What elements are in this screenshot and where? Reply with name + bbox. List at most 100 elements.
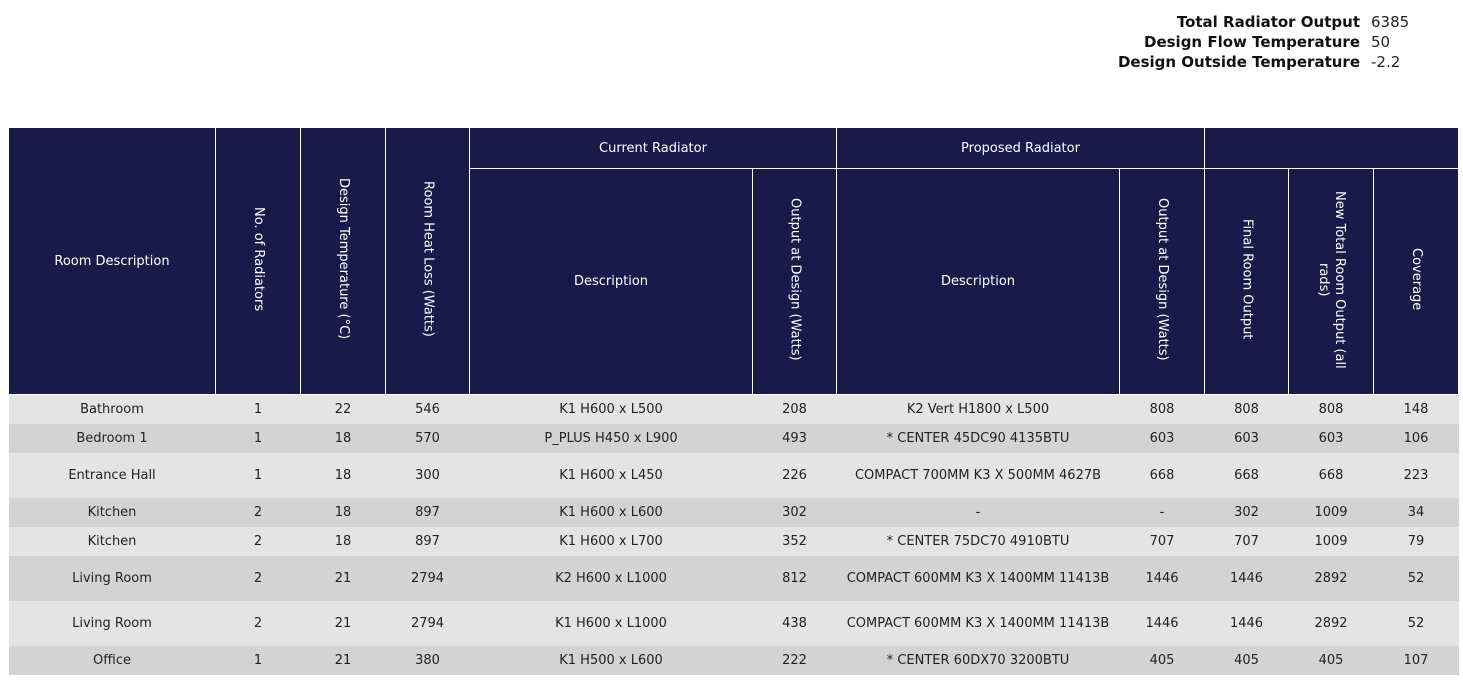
cell-current-description: K1 H600 x L450 bbox=[469, 453, 753, 498]
cell-num-radiators: 1 bbox=[215, 453, 301, 498]
cell-heat-loss: 897 bbox=[385, 498, 470, 527]
table-row: Bathroom 1 22 546 K1 H600 x L500 208 K2 … bbox=[8, 394, 1459, 424]
cell-proposed-output: - bbox=[1119, 498, 1205, 527]
cell-design-temp: 22 bbox=[300, 394, 386, 424]
cell-coverage: 52 bbox=[1373, 601, 1459, 646]
cell-room: Living Room bbox=[8, 601, 216, 646]
cell-new-total-output: 603 bbox=[1288, 424, 1374, 453]
cell-current-description: K1 H600 x L600 bbox=[469, 498, 753, 527]
cell-current-description: K1 H600 x L1000 bbox=[469, 601, 753, 646]
header-final-room-output: Final Room Output bbox=[1204, 168, 1289, 395]
total-output-label: Total Radiator Output bbox=[1176, 13, 1360, 31]
cell-proposed-description: - bbox=[836, 498, 1120, 527]
table-header-row: Description Output at Design (Watts) Des… bbox=[9, 168, 1460, 395]
cell-design-temp: 18 bbox=[300, 424, 386, 453]
summary-total-output: Total Radiator Output 6385 bbox=[983, 12, 1463, 32]
cell-coverage: 52 bbox=[1373, 556, 1459, 601]
cell-proposed-description: * CENTER 75DC70 4910BTU bbox=[836, 527, 1120, 556]
table-row: Living Room 2 21 2794 K1 H600 x L1000 43… bbox=[8, 601, 1459, 646]
cell-room: Living Room bbox=[8, 556, 216, 601]
cell-current-output: 352 bbox=[752, 527, 837, 556]
radiator-summary: Total Radiator Output 6385 Design Flow T… bbox=[983, 12, 1463, 72]
header-coverage: Coverage bbox=[1372, 168, 1460, 395]
cell-current-output: 208 bbox=[752, 394, 837, 424]
cell-current-description: K1 H600 x L700 bbox=[469, 527, 753, 556]
header-proposed-radiator: Proposed Radiator bbox=[836, 127, 1205, 169]
cell-room: Bedroom 1 bbox=[8, 424, 216, 453]
cell-proposed-output: 405 bbox=[1119, 646, 1205, 675]
header-room-heat-loss: Room Heat Loss (Watts) bbox=[385, 127, 470, 395]
outside-temp-value: -2.2 bbox=[1371, 53, 1401, 71]
cell-proposed-description: K2 Vert H1800 x L500 bbox=[836, 394, 1120, 424]
cell-final-output: 302 bbox=[1204, 498, 1289, 527]
table-row: Kitchen 2 18 897 K1 H600 x L700 352 * CE… bbox=[8, 527, 1459, 556]
cell-proposed-description: COMPACT 600MM K3 X 1400MM 11413B bbox=[836, 556, 1120, 601]
radiator-table: Room Description No. of Radiators Design… bbox=[8, 127, 1460, 675]
cell-num-radiators: 2 bbox=[215, 498, 301, 527]
cell-coverage: 79 bbox=[1373, 527, 1459, 556]
cell-current-output: 222 bbox=[752, 646, 837, 675]
cell-design-temp: 18 bbox=[300, 527, 386, 556]
cell-current-description: K1 H600 x L500 bbox=[469, 394, 753, 424]
cell-final-output: 603 bbox=[1204, 424, 1289, 453]
header-blank-group bbox=[1203, 127, 1460, 169]
cell-proposed-description: COMPACT 700MM K3 X 500MM 4627B bbox=[836, 453, 1120, 498]
total-output-value: 6385 bbox=[1371, 13, 1410, 31]
cell-new-total-output: 1009 bbox=[1288, 527, 1374, 556]
summary-flow-temp: Design Flow Temperature 50 bbox=[983, 32, 1463, 52]
cell-heat-loss: 897 bbox=[385, 527, 470, 556]
table-row: Entrance Hall 1 18 300 K1 H600 x L450 22… bbox=[8, 453, 1459, 498]
cell-heat-loss: 2794 bbox=[385, 556, 470, 601]
cell-current-description: K1 H500 x L600 bbox=[469, 646, 753, 675]
header-current-description: Description bbox=[469, 168, 753, 395]
header-new-total-room-output: New Total Room Output (all rads) bbox=[1288, 168, 1374, 395]
cell-room: Bathroom bbox=[8, 394, 216, 424]
cell-current-output: 302 bbox=[752, 498, 837, 527]
header-proposed-description: Description bbox=[836, 168, 1120, 395]
cell-new-total-output: 808 bbox=[1288, 394, 1374, 424]
cell-current-output: 493 bbox=[752, 424, 837, 453]
cell-proposed-description: * CENTER 60DX70 3200BTU bbox=[836, 646, 1120, 675]
outside-temp-label: Design Outside Temperature bbox=[1117, 53, 1360, 71]
cell-design-temp: 18 bbox=[300, 498, 386, 527]
cell-final-output: 1446 bbox=[1204, 601, 1289, 646]
summary-outside-temp: Design Outside Temperature -2.2 bbox=[983, 52, 1463, 72]
cell-room: Entrance Hall bbox=[8, 453, 216, 498]
header-proposed-output: Output at Design (Watts) bbox=[1119, 168, 1205, 395]
cell-num-radiators: 1 bbox=[215, 394, 301, 424]
cell-heat-loss: 2794 bbox=[385, 601, 470, 646]
table-row: Living Room 2 21 2794 K2 H600 x L1000 81… bbox=[8, 556, 1459, 601]
cell-new-total-output: 2892 bbox=[1288, 556, 1374, 601]
cell-design-temp: 21 bbox=[300, 601, 386, 646]
flow-temp-value: 50 bbox=[1371, 33, 1391, 51]
cell-coverage: 223 bbox=[1373, 453, 1459, 498]
cell-proposed-output: 707 bbox=[1119, 527, 1205, 556]
cell-final-output: 668 bbox=[1204, 453, 1289, 498]
table-row: Kitchen 2 18 897 K1 H600 x L600 302 - - … bbox=[8, 498, 1459, 527]
cell-current-description: P_PLUS H450 x L900 bbox=[469, 424, 753, 453]
cell-heat-loss: 380 bbox=[385, 646, 470, 675]
cell-new-total-output: 668 bbox=[1288, 453, 1374, 498]
cell-heat-loss: 546 bbox=[385, 394, 470, 424]
table-header-group-row: Room Description No. of Radiators Design… bbox=[8, 127, 1460, 395]
cell-final-output: 405 bbox=[1204, 646, 1289, 675]
cell-current-output: 812 bbox=[752, 556, 837, 601]
cell-final-output: 1446 bbox=[1204, 556, 1289, 601]
cell-current-description: K2 H600 x L1000 bbox=[469, 556, 753, 601]
cell-room: Kitchen bbox=[8, 498, 216, 527]
cell-proposed-output: 603 bbox=[1119, 424, 1205, 453]
header-current-output: Output at Design (Watts) bbox=[752, 168, 837, 395]
cell-proposed-description: * CENTER 45DC90 4135BTU bbox=[836, 424, 1120, 453]
cell-heat-loss: 570 bbox=[385, 424, 470, 453]
header-design-temperature: Design Temperature (°C) bbox=[300, 127, 386, 395]
cell-coverage: 34 bbox=[1373, 498, 1459, 527]
cell-new-total-output: 1009 bbox=[1288, 498, 1374, 527]
header-room-description: Room Description bbox=[8, 127, 216, 395]
cell-final-output: 808 bbox=[1204, 394, 1289, 424]
cell-heat-loss: 300 bbox=[385, 453, 470, 498]
cell-room: Kitchen bbox=[8, 527, 216, 556]
cell-new-total-output: 2892 bbox=[1288, 601, 1374, 646]
header-current-radiator: Current Radiator bbox=[469, 127, 837, 169]
cell-final-output: 707 bbox=[1204, 527, 1289, 556]
cell-num-radiators: 2 bbox=[215, 556, 301, 601]
